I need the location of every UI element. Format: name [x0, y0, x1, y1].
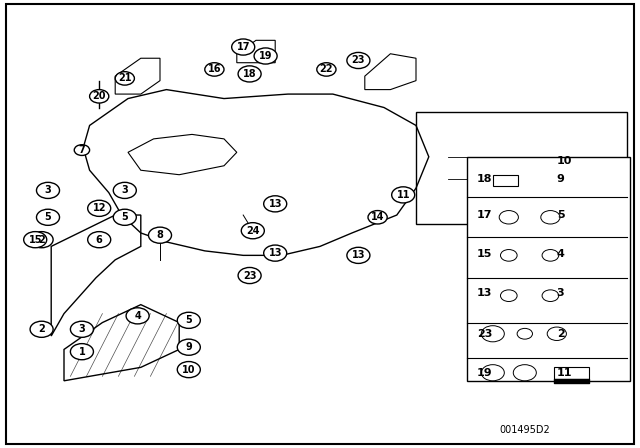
- Text: 21: 21: [118, 73, 132, 83]
- Text: 2: 2: [38, 324, 45, 334]
- Circle shape: [30, 321, 53, 337]
- Circle shape: [30, 232, 53, 248]
- Text: 17: 17: [236, 42, 250, 52]
- Text: 12: 12: [92, 203, 106, 213]
- FancyBboxPatch shape: [6, 4, 634, 444]
- Circle shape: [88, 232, 111, 248]
- Text: 5: 5: [45, 212, 51, 222]
- Circle shape: [113, 209, 136, 225]
- Circle shape: [177, 362, 200, 378]
- Text: 24: 24: [246, 226, 260, 236]
- Text: 22: 22: [319, 65, 333, 74]
- Circle shape: [70, 344, 93, 360]
- Circle shape: [115, 72, 134, 85]
- Circle shape: [542, 250, 559, 261]
- Text: 5: 5: [186, 315, 192, 325]
- Circle shape: [36, 182, 60, 198]
- Text: 9: 9: [186, 342, 192, 352]
- Circle shape: [238, 66, 261, 82]
- Text: 2: 2: [38, 235, 45, 245]
- Text: 2: 2: [557, 329, 564, 339]
- Circle shape: [547, 327, 566, 340]
- Circle shape: [264, 245, 287, 261]
- Text: 9: 9: [557, 174, 564, 184]
- Text: 3: 3: [557, 289, 564, 298]
- Circle shape: [254, 48, 277, 64]
- Text: 15: 15: [477, 250, 492, 259]
- Circle shape: [113, 182, 136, 198]
- Circle shape: [542, 290, 559, 302]
- Circle shape: [90, 90, 109, 103]
- Text: 3: 3: [45, 185, 51, 195]
- Text: 18: 18: [477, 174, 492, 184]
- Text: 15: 15: [28, 235, 42, 245]
- Circle shape: [347, 247, 370, 263]
- Text: 19: 19: [477, 368, 492, 378]
- FancyBboxPatch shape: [467, 157, 630, 381]
- Circle shape: [238, 267, 261, 284]
- Text: 3: 3: [122, 185, 128, 195]
- Text: 17: 17: [477, 210, 492, 220]
- Text: 1: 1: [79, 347, 85, 357]
- Text: 3: 3: [79, 324, 85, 334]
- Text: 4: 4: [134, 311, 141, 321]
- Circle shape: [517, 328, 532, 339]
- Text: 16: 16: [207, 65, 221, 74]
- Text: 10: 10: [182, 365, 196, 375]
- Text: 23: 23: [477, 329, 492, 339]
- Text: 14: 14: [371, 212, 385, 222]
- Text: 5: 5: [557, 210, 564, 220]
- Text: 11: 11: [557, 368, 572, 378]
- Text: 18: 18: [243, 69, 257, 79]
- Circle shape: [500, 250, 517, 261]
- Bar: [554, 367, 589, 379]
- Circle shape: [148, 227, 172, 243]
- Circle shape: [264, 196, 287, 212]
- Text: 20: 20: [92, 91, 106, 101]
- Circle shape: [177, 312, 200, 328]
- Text: 13: 13: [268, 199, 282, 209]
- Text: 4: 4: [557, 250, 564, 259]
- Circle shape: [392, 187, 415, 203]
- Circle shape: [36, 209, 60, 225]
- Text: 23: 23: [243, 271, 257, 280]
- Circle shape: [541, 211, 560, 224]
- Circle shape: [88, 200, 111, 216]
- Circle shape: [74, 145, 90, 155]
- Text: 10: 10: [557, 156, 572, 166]
- Bar: [493, 175, 518, 186]
- Text: 23: 23: [351, 56, 365, 65]
- Circle shape: [368, 211, 387, 224]
- Circle shape: [241, 223, 264, 239]
- Circle shape: [481, 326, 504, 342]
- Circle shape: [513, 365, 536, 381]
- Circle shape: [481, 365, 504, 381]
- Text: 7: 7: [79, 145, 85, 155]
- Text: 13: 13: [351, 250, 365, 260]
- Text: 13: 13: [268, 248, 282, 258]
- Circle shape: [24, 232, 47, 248]
- Circle shape: [177, 339, 200, 355]
- Circle shape: [499, 211, 518, 224]
- Text: 19: 19: [259, 51, 273, 61]
- Circle shape: [205, 63, 224, 76]
- Circle shape: [317, 63, 336, 76]
- Circle shape: [70, 321, 93, 337]
- Text: 11: 11: [396, 190, 410, 200]
- Circle shape: [500, 290, 517, 302]
- Text: 6: 6: [96, 235, 102, 245]
- Circle shape: [126, 308, 149, 324]
- Text: 13: 13: [477, 289, 492, 298]
- Circle shape: [232, 39, 255, 55]
- Text: 5: 5: [122, 212, 128, 222]
- Text: 8: 8: [157, 230, 163, 240]
- Text: 001495D2: 001495D2: [499, 425, 550, 435]
- Circle shape: [347, 52, 370, 69]
